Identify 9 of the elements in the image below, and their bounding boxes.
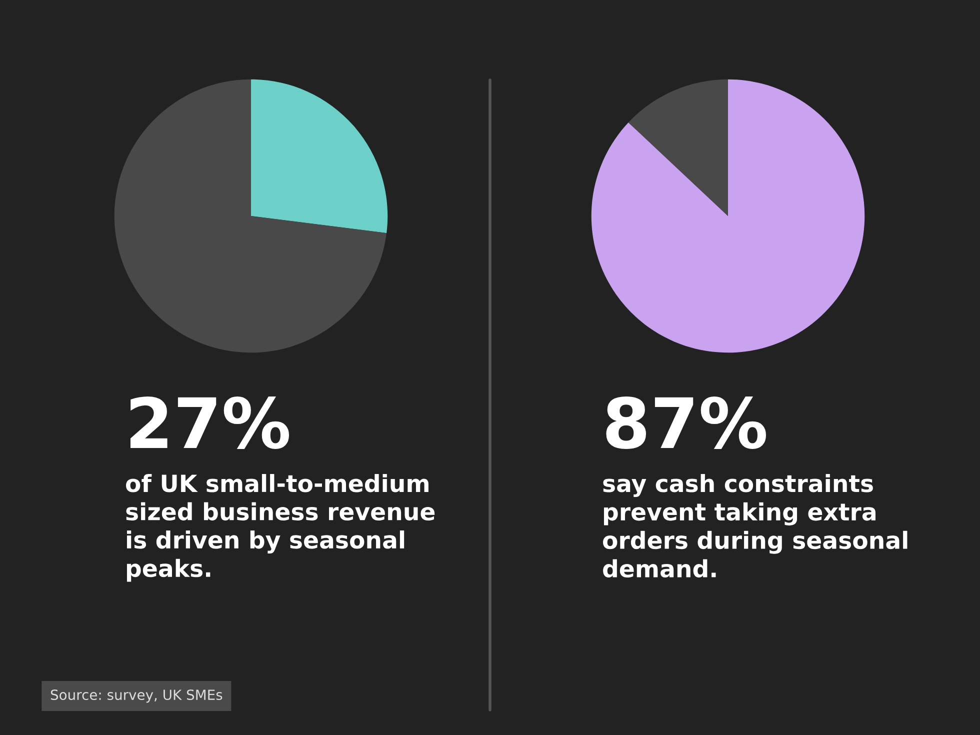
text: 27% <box>130 396 290 449</box>
text: say cash constraints prevent taking extra orders during seasonal demand. <box>603 474 908 578</box>
pie-slice <box>591 79 865 353</box>
pie-slice <box>628 79 728 216</box>
pie-slice <box>114 79 387 353</box>
text: of UK small-to-medium sized business revenue is driven by seasonal peaks. <box>126 474 435 582</box>
text: 87% <box>606 396 766 449</box>
source-note: Source: survey, UK SMEs <box>50 690 222 703</box>
pie-slice <box>251 79 388 234</box>
